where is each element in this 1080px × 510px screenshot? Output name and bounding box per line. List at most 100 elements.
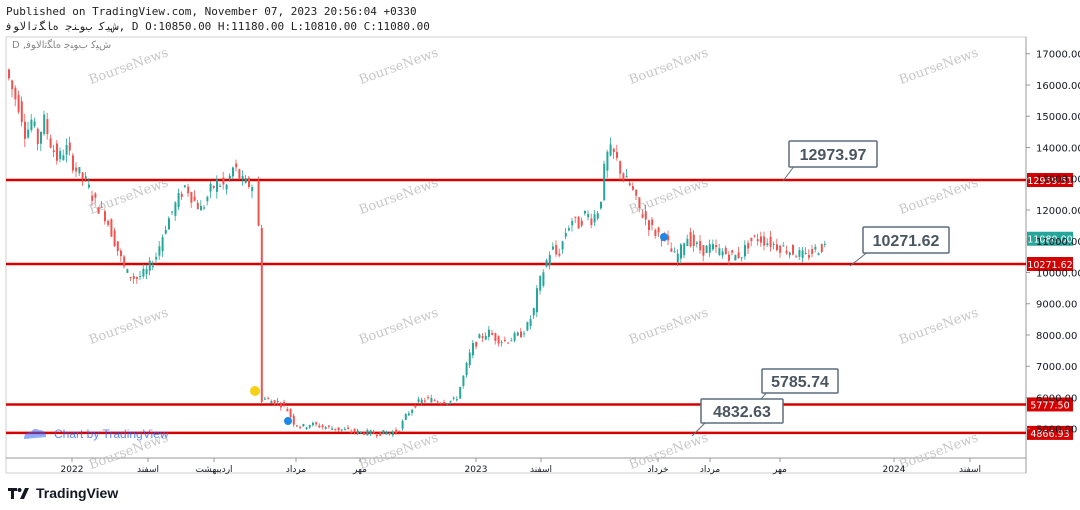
y-tick-label: 6000.00 xyxy=(1036,393,1077,404)
candle-body xyxy=(635,189,638,196)
watermark-text: BourseNews xyxy=(357,175,440,218)
candle-body xyxy=(600,201,602,209)
candle-body xyxy=(305,427,308,429)
candle-body xyxy=(558,253,561,256)
candle-body xyxy=(334,428,337,430)
candle-body xyxy=(536,288,538,313)
watermark-text: BourseNews xyxy=(357,305,440,348)
candle-body xyxy=(142,268,145,277)
candle-body xyxy=(632,186,634,190)
candle-body xyxy=(459,386,462,399)
candle-body xyxy=(222,177,225,185)
candle-body xyxy=(728,254,730,261)
y-tick-label: 9000.00 xyxy=(1036,300,1077,311)
symbol-label: D ,ﺵﻴﮐ ﺏﻮﻨﺟ ﻩﺎﮕﺗﺍﻻﻮﻓ xyxy=(12,39,111,51)
y-tick-label: 15000.00 xyxy=(1036,112,1080,123)
price-callout-box[interactable] xyxy=(761,368,839,394)
watermark-text: BourseNews xyxy=(357,430,440,473)
candle-body xyxy=(276,401,279,403)
candle-body xyxy=(385,432,388,435)
candle-body xyxy=(683,243,686,256)
y-tick-label: 10000.00 xyxy=(1036,268,1080,279)
candle-body xyxy=(433,400,436,402)
price-callout-box[interactable] xyxy=(700,398,784,424)
watermark-text: BourseNews xyxy=(357,45,440,88)
candle-body xyxy=(72,155,74,171)
candle-body xyxy=(670,248,673,252)
candle-body xyxy=(628,183,631,186)
candle-body xyxy=(561,241,564,250)
candle-body xyxy=(116,241,119,252)
candle-body xyxy=(321,425,324,427)
candle-body xyxy=(462,375,465,386)
watermark-text: BourseNews xyxy=(87,175,170,218)
price-callout-box[interactable] xyxy=(788,140,878,168)
candle-body xyxy=(123,256,126,267)
candle-body xyxy=(161,237,164,252)
price-axis[interactable]: 17000.00 16000.00 15000.00 14000.00 13000.00… xyxy=(1026,50,1080,436)
candle-body xyxy=(587,214,590,218)
candle-body xyxy=(414,405,417,408)
candle-body xyxy=(24,121,26,139)
candle-body xyxy=(596,213,599,219)
candle-body xyxy=(171,211,174,213)
candle-body xyxy=(107,221,110,225)
tradingview-cloud-icon xyxy=(24,428,46,439)
candle-body xyxy=(552,246,554,250)
candle-body xyxy=(417,399,420,403)
candle-body xyxy=(692,234,695,247)
candle-body xyxy=(315,422,318,425)
candle-body xyxy=(299,426,302,428)
candle-body xyxy=(420,399,423,404)
candle-body xyxy=(574,216,577,218)
level-price-tag xyxy=(1027,257,1073,271)
candle-body xyxy=(491,333,494,335)
horizontal-levels[interactable]: 12959.51 10271.62 5777.50 4866.93 11080.00 xyxy=(6,173,1073,440)
y-tick-label: 7000.00 xyxy=(1036,362,1077,373)
time-axis[interactable]: 2022 اسفند اردیبهشت مرداد مهر 2023 اسفند خرداد م… xyxy=(61,458,981,475)
candle-body xyxy=(756,239,759,242)
yellow-dot-marker xyxy=(250,386,260,396)
candle-body xyxy=(702,245,705,256)
candle-body xyxy=(772,243,775,245)
candle-body xyxy=(248,177,250,187)
price-callout-box[interactable] xyxy=(862,226,950,254)
chart-by-tradingview-link[interactable]: Chart by TradingView xyxy=(22,427,169,441)
x-tick-label: مهر xyxy=(352,465,367,475)
price-callout-label: 4832.63 xyxy=(713,404,771,421)
candle-body xyxy=(488,329,490,337)
candle-body xyxy=(520,331,522,338)
candle-body xyxy=(577,216,580,229)
candle-body xyxy=(721,251,724,256)
watermark-text: BourseNews xyxy=(627,430,710,473)
candle-body xyxy=(264,398,266,400)
candle-body xyxy=(296,425,298,427)
candle-body xyxy=(180,193,183,197)
candle-body xyxy=(56,143,58,161)
price-callout-label: 12973.97 xyxy=(800,147,867,164)
candle-body xyxy=(555,245,558,255)
candle-body xyxy=(129,277,132,279)
x-tick-label: مرداد xyxy=(700,465,720,475)
last-price-label: 11080.00 xyxy=(1027,235,1072,246)
level-price-label: 10271.62 xyxy=(1027,260,1072,271)
candle-body xyxy=(353,429,356,433)
candle-body xyxy=(472,342,474,356)
candle-body xyxy=(331,428,334,430)
candle-body xyxy=(88,184,90,188)
tradingview-footer-logo[interactable]: TradingView xyxy=(8,485,118,501)
candle-body xyxy=(376,434,378,436)
candle-body xyxy=(571,220,574,226)
candle-body xyxy=(126,269,129,273)
candle-body xyxy=(62,155,65,160)
candle-body xyxy=(8,69,10,79)
candle-body xyxy=(312,422,314,426)
candle-body xyxy=(14,87,17,100)
candle-body xyxy=(820,244,823,252)
candle-body xyxy=(251,187,254,192)
candle-body xyxy=(564,233,567,237)
candle-body xyxy=(715,244,718,248)
candle-body xyxy=(689,232,692,247)
